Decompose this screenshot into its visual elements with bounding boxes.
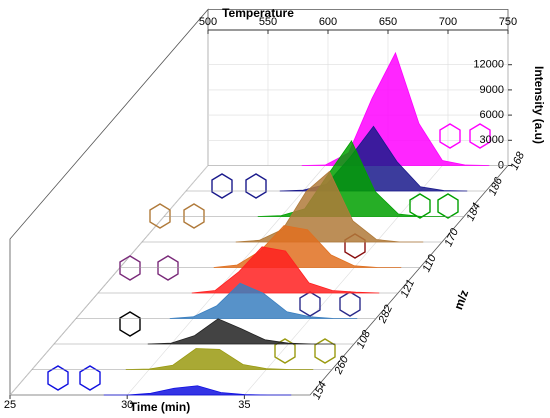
- peak-area: [169, 282, 358, 319]
- y-tick-label: 6000: [480, 109, 504, 121]
- molecule: [119, 311, 141, 337]
- x-axis-title: Time (min): [130, 400, 190, 414]
- x2-tick-label: 500: [199, 16, 217, 28]
- x2-tick-label: 700: [439, 16, 457, 28]
- molecule: [245, 173, 267, 199]
- z-tick-label: 170: [442, 226, 461, 249]
- molecule: [469, 123, 491, 149]
- z-axis-title: m/z: [451, 288, 471, 312]
- molecule: [274, 338, 296, 364]
- peak-area: [191, 246, 380, 294]
- molecule: [149, 203, 171, 229]
- z-tick-label: 154: [310, 380, 329, 402]
- molecule: [339, 291, 361, 317]
- peak-area: [103, 385, 292, 396]
- grid-line: [9, 165, 209, 396]
- y-tick-label: 9000: [480, 84, 504, 96]
- x2-tick-label: 750: [499, 16, 517, 28]
- x2-tick-label: 650: [379, 16, 397, 28]
- molecule: [119, 255, 141, 281]
- z-tick-label: 186: [486, 175, 505, 198]
- peak-area: [235, 170, 424, 243]
- molecules: [47, 123, 491, 391]
- molecule: [157, 255, 179, 281]
- molecule: [439, 123, 461, 149]
- molecule: [314, 338, 336, 364]
- y-tick-label: 12000: [473, 59, 504, 71]
- molecule: [409, 193, 431, 219]
- x-tick-label: 35: [238, 399, 250, 411]
- x2-tick-label: 600: [319, 16, 337, 28]
- z-tick-label: 121: [398, 278, 417, 300]
- grid-line: [126, 165, 326, 396]
- molecule: [211, 173, 233, 199]
- peak-area: [125, 348, 314, 370]
- peak-area: [301, 51, 490, 166]
- peak-area: [213, 225, 402, 268]
- y-axis-title: Intensity (a.u): [532, 66, 546, 144]
- x-tick-label: 25: [4, 399, 16, 411]
- x-tick-label: 30: [121, 399, 133, 411]
- molecule: [299, 291, 321, 317]
- z-tick-label: 168: [508, 149, 527, 172]
- z-tick-label: 282: [376, 303, 395, 326]
- x2-axis-title: Temperature: [222, 6, 294, 20]
- z-tick-label: 184: [464, 201, 483, 223]
- peak-area: [147, 318, 336, 345]
- molecule: [183, 203, 205, 229]
- z-tick-label: 108: [354, 328, 373, 351]
- y-tick-label: 3000: [480, 134, 504, 146]
- molecule: [47, 365, 69, 391]
- molecule: [437, 193, 459, 219]
- z-tick-label: 110: [420, 252, 439, 274]
- x2-tick-label: 550: [259, 16, 277, 28]
- molecule: [79, 365, 101, 391]
